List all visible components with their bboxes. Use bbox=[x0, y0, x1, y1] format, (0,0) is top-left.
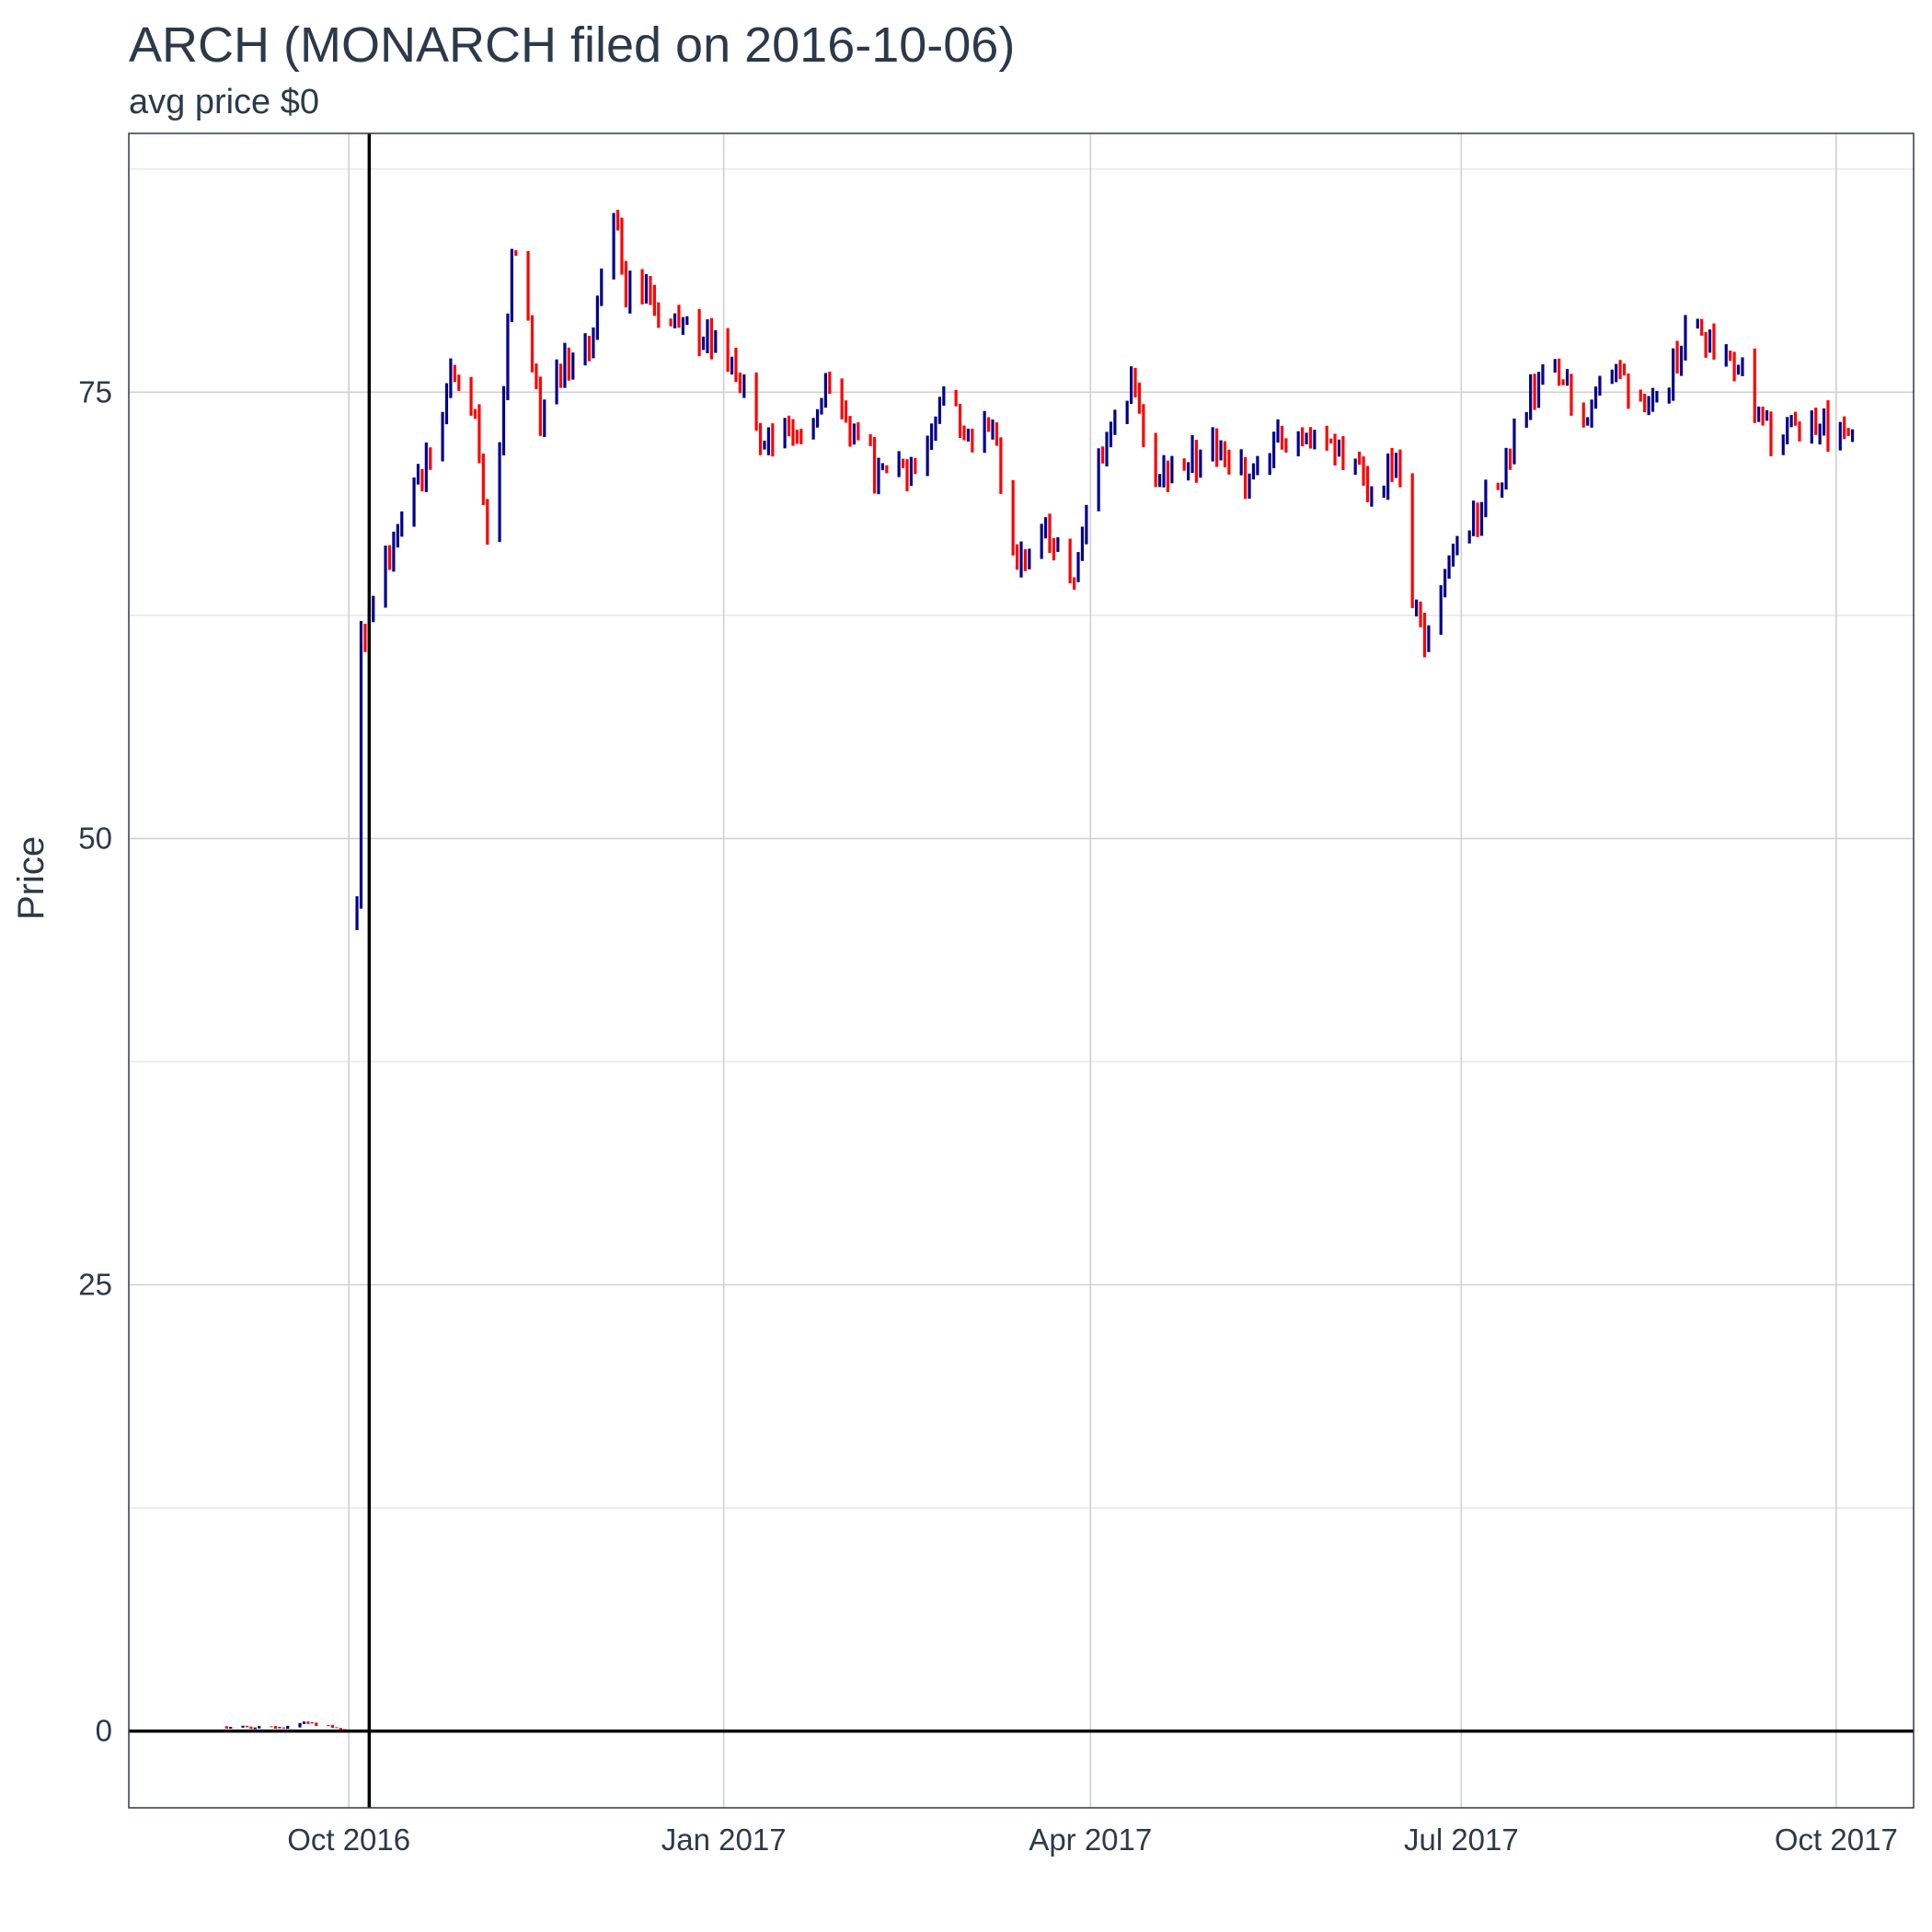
x-tick-label: Oct 2017 bbox=[1775, 1823, 1898, 1857]
reference-lines bbox=[129, 133, 1914, 1808]
price-bars bbox=[224, 209, 1855, 1731]
y-axis-ticks: 0 25 50 75 bbox=[78, 374, 112, 1747]
y-tick-label: 25 bbox=[78, 1267, 112, 1301]
chart-subtitle: avg price $0 bbox=[129, 83, 320, 121]
x-tick-label: Jan 2017 bbox=[661, 1823, 787, 1857]
x-tick-label: Oct 2016 bbox=[287, 1823, 410, 1857]
y-tick-label: 50 bbox=[78, 821, 112, 855]
y-tick-label: 75 bbox=[78, 374, 112, 408]
x-axis-ticks: Oct 2016 Jan 2017 Apr 2017 Jul 2017 Oct 2017 bbox=[287, 1823, 1898, 1857]
chart-title: ARCH (MONARCH filed on 2016-10-06) bbox=[129, 17, 1016, 73]
x-tick-label: Jul 2017 bbox=[1404, 1823, 1519, 1857]
plot-panel-border bbox=[128, 132, 1915, 1809]
y-tick-label: 0 bbox=[96, 1714, 112, 1748]
grid bbox=[129, 133, 1914, 1808]
x-tick-label: Apr 2017 bbox=[1029, 1823, 1152, 1857]
